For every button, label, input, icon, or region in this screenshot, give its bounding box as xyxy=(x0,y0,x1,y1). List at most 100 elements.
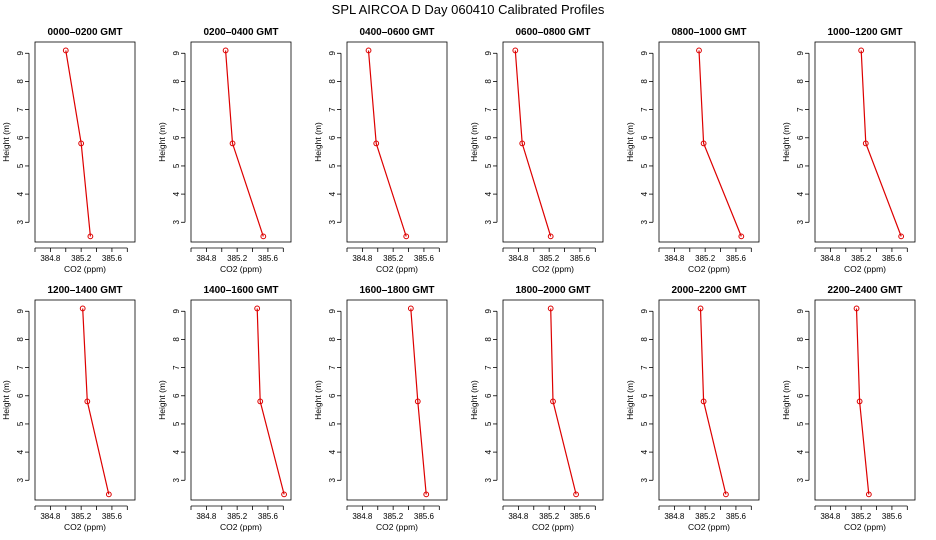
panel-title: 2000–2200 GMT xyxy=(671,285,746,296)
y-tick-label: 6 xyxy=(328,135,337,140)
y-axis-label: Height (m) xyxy=(781,122,791,162)
x-tick-label: 385.2 xyxy=(695,512,716,521)
profile-line xyxy=(82,308,110,495)
profile-line xyxy=(367,50,407,237)
y-tick-label: 3 xyxy=(796,478,805,483)
x-tick-label: 384.8 xyxy=(40,254,61,263)
y-tick-label: 6 xyxy=(328,393,337,398)
x-tick-label: 385.6 xyxy=(882,512,903,521)
y-tick-label: 4 xyxy=(16,191,25,196)
data-point xyxy=(79,305,86,312)
x-axis-label: CO2 (ppm) xyxy=(220,522,262,532)
y-tick-label: 9 xyxy=(16,50,25,55)
data-point xyxy=(260,233,267,240)
y-tick-label: 8 xyxy=(640,337,649,342)
plot-frame xyxy=(814,41,916,243)
data-point xyxy=(105,491,112,498)
x-tick-label: 384.8 xyxy=(196,512,217,521)
y-tick-label: 3 xyxy=(640,220,649,225)
y-tick-label: 8 xyxy=(796,337,805,342)
y-tick-label: 8 xyxy=(16,337,25,342)
profile-line xyxy=(514,50,552,237)
x-tick-label: 385.2 xyxy=(71,254,92,263)
y-tick-label: 7 xyxy=(484,107,493,112)
data-point xyxy=(281,491,287,498)
y-tick-label: 8 xyxy=(484,79,493,84)
y-tick-label: 3 xyxy=(484,478,493,483)
y-tick-label: 3 xyxy=(484,220,493,225)
data-point xyxy=(414,398,421,405)
data-point xyxy=(696,47,702,54)
y-tick-label: 4 xyxy=(16,449,25,454)
data-point xyxy=(87,233,94,240)
data-point xyxy=(519,140,526,147)
y-tick-label: 7 xyxy=(796,107,805,112)
y-tick-label: 3 xyxy=(16,220,25,225)
x-axis-label: CO2 (ppm) xyxy=(532,522,574,532)
data-point xyxy=(700,140,707,147)
y-tick-label: 6 xyxy=(796,135,805,140)
panel-title: 1000–1200 GMT xyxy=(827,27,902,38)
y-tick-label: 3 xyxy=(796,220,805,225)
x-tick-label: 384.8 xyxy=(352,512,373,521)
y-axis-label: Height (m) xyxy=(469,122,479,162)
x-tick-label: 385.2 xyxy=(227,512,248,521)
y-tick-label: 5 xyxy=(484,421,493,426)
x-axis-label: CO2 (ppm) xyxy=(844,264,886,274)
y-tick-label: 4 xyxy=(640,449,649,454)
y-tick-label: 6 xyxy=(484,135,493,140)
panel-title: 1200–1400 GMT xyxy=(47,285,122,296)
y-tick-label: 8 xyxy=(796,79,805,84)
data-point xyxy=(373,140,380,147)
plot-frame xyxy=(34,41,136,243)
y-tick-label: 4 xyxy=(796,191,805,196)
data-point xyxy=(512,47,519,54)
y-tick-label: 7 xyxy=(172,365,181,370)
x-tick-label: 384.8 xyxy=(508,512,529,521)
y-tick-label: 8 xyxy=(172,337,181,342)
plot-frame xyxy=(814,299,916,501)
x-tick-label: 385.6 xyxy=(102,512,123,521)
x-tick-label: 385.2 xyxy=(695,254,716,263)
x-tick-label: 385.6 xyxy=(414,254,435,263)
plot-frame xyxy=(502,41,604,243)
profile-line xyxy=(860,50,902,237)
y-tick-label: 4 xyxy=(172,191,181,196)
x-tick-label: 385.6 xyxy=(102,254,123,263)
y-axis-label: Height (m) xyxy=(157,122,167,162)
x-tick-label: 385.2 xyxy=(227,254,248,263)
x-tick-label: 385.6 xyxy=(570,512,591,521)
x-axis-label: CO2 (ppm) xyxy=(688,264,730,274)
data-point xyxy=(229,140,236,147)
profile-line xyxy=(699,308,727,495)
x-tick-label: 384.8 xyxy=(352,254,373,263)
y-tick-label: 6 xyxy=(16,393,25,398)
y-tick-label: 4 xyxy=(328,191,337,196)
data-point xyxy=(403,233,410,240)
y-tick-label: 4 xyxy=(796,449,805,454)
y-axis-label: Height (m) xyxy=(1,380,11,420)
x-tick-label: 385.6 xyxy=(414,512,435,521)
figure-title: SPL AIRCOA D Day 060410 Calibrated Profi… xyxy=(332,2,605,17)
y-tick-label: 9 xyxy=(640,308,649,313)
y-tick-label: 9 xyxy=(328,308,337,313)
plot-frame xyxy=(34,299,136,501)
y-axis-label: Height (m) xyxy=(781,380,791,420)
data-point xyxy=(853,305,860,312)
y-tick-label: 3 xyxy=(328,220,337,225)
plot-frame xyxy=(346,299,448,501)
y-tick-label: 6 xyxy=(640,135,649,140)
panel-title: 0400–0600 GMT xyxy=(359,27,434,38)
y-tick-label: 4 xyxy=(484,191,493,196)
x-tick-label: 385.6 xyxy=(258,254,279,263)
panel-title: 0000–0200 GMT xyxy=(47,27,122,38)
x-tick-label: 385.6 xyxy=(726,254,747,263)
x-tick-label: 385.2 xyxy=(71,512,92,521)
y-tick-label: 5 xyxy=(328,163,337,168)
y-axis-label: Height (m) xyxy=(313,122,323,162)
y-tick-label: 9 xyxy=(796,50,805,55)
